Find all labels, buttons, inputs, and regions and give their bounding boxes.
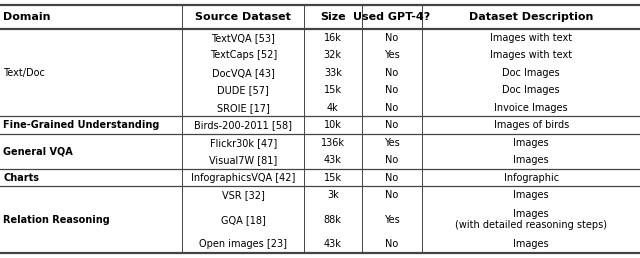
Text: Images: Images bbox=[513, 190, 549, 200]
Text: Yes: Yes bbox=[384, 50, 400, 60]
Text: TextCaps [52]: TextCaps [52] bbox=[209, 50, 277, 60]
Text: Source Dataset: Source Dataset bbox=[195, 12, 291, 22]
Text: GQA [18]: GQA [18] bbox=[221, 215, 266, 225]
Text: Fine-Grained Understanding: Fine-Grained Understanding bbox=[3, 120, 159, 130]
Text: 4k: 4k bbox=[327, 103, 339, 113]
Text: Infographic: Infographic bbox=[504, 173, 559, 183]
Text: Images with text: Images with text bbox=[490, 50, 572, 60]
Text: Size: Size bbox=[320, 12, 346, 22]
Text: Flickr30k [47]: Flickr30k [47] bbox=[209, 138, 277, 148]
Text: SROIE [17]: SROIE [17] bbox=[217, 103, 269, 113]
Text: No: No bbox=[385, 155, 399, 165]
Text: 16k: 16k bbox=[324, 33, 342, 43]
Text: Birds-200-2011 [58]: Birds-200-2011 [58] bbox=[194, 120, 292, 130]
Text: No: No bbox=[385, 68, 399, 78]
Text: Images: Images bbox=[513, 138, 549, 148]
Text: DocVQA [43]: DocVQA [43] bbox=[212, 68, 275, 78]
Text: Images with text: Images with text bbox=[490, 33, 572, 43]
Text: No: No bbox=[385, 120, 399, 130]
Text: Images
(with detailed reasoning steps): Images (with detailed reasoning steps) bbox=[455, 209, 607, 230]
Text: Visual7W [81]: Visual7W [81] bbox=[209, 155, 277, 165]
Text: 136k: 136k bbox=[321, 138, 345, 148]
Text: Invoice Images: Invoice Images bbox=[494, 103, 568, 113]
Text: No: No bbox=[385, 103, 399, 113]
Text: Doc Images: Doc Images bbox=[502, 68, 560, 78]
Text: Domain: Domain bbox=[3, 12, 51, 22]
Text: 32k: 32k bbox=[324, 50, 342, 60]
Text: 88k: 88k bbox=[324, 215, 342, 225]
Text: No: No bbox=[385, 85, 399, 95]
Text: Dataset Description: Dataset Description bbox=[469, 12, 593, 22]
Text: No: No bbox=[385, 190, 399, 200]
Text: Text/Doc: Text/Doc bbox=[3, 68, 45, 78]
Text: Images: Images bbox=[513, 239, 549, 249]
Text: Relation Reasoning: Relation Reasoning bbox=[3, 215, 110, 225]
Text: 3k: 3k bbox=[327, 190, 339, 200]
Text: VSR [32]: VSR [32] bbox=[222, 190, 264, 200]
Text: General VQA: General VQA bbox=[3, 146, 73, 156]
Text: No: No bbox=[385, 173, 399, 183]
Text: 15k: 15k bbox=[324, 85, 342, 95]
Text: InfographicsVQA [42]: InfographicsVQA [42] bbox=[191, 173, 296, 183]
Text: TextVQA [53]: TextVQA [53] bbox=[211, 33, 275, 43]
Text: 10k: 10k bbox=[324, 120, 342, 130]
Text: No: No bbox=[385, 33, 399, 43]
Text: No: No bbox=[385, 239, 399, 249]
Text: Open images [23]: Open images [23] bbox=[199, 239, 287, 249]
Text: Used GPT-4?: Used GPT-4? bbox=[353, 12, 431, 22]
Text: 15k: 15k bbox=[324, 173, 342, 183]
Text: Yes: Yes bbox=[384, 138, 400, 148]
Text: 43k: 43k bbox=[324, 155, 342, 165]
Text: DUDE [57]: DUDE [57] bbox=[217, 85, 269, 95]
Text: Images: Images bbox=[513, 155, 549, 165]
Text: Images of birds: Images of birds bbox=[493, 120, 569, 130]
Text: 33k: 33k bbox=[324, 68, 342, 78]
Text: 43k: 43k bbox=[324, 239, 342, 249]
Text: Yes: Yes bbox=[384, 215, 400, 225]
Text: Charts: Charts bbox=[3, 173, 39, 183]
Text: Doc Images: Doc Images bbox=[502, 85, 560, 95]
